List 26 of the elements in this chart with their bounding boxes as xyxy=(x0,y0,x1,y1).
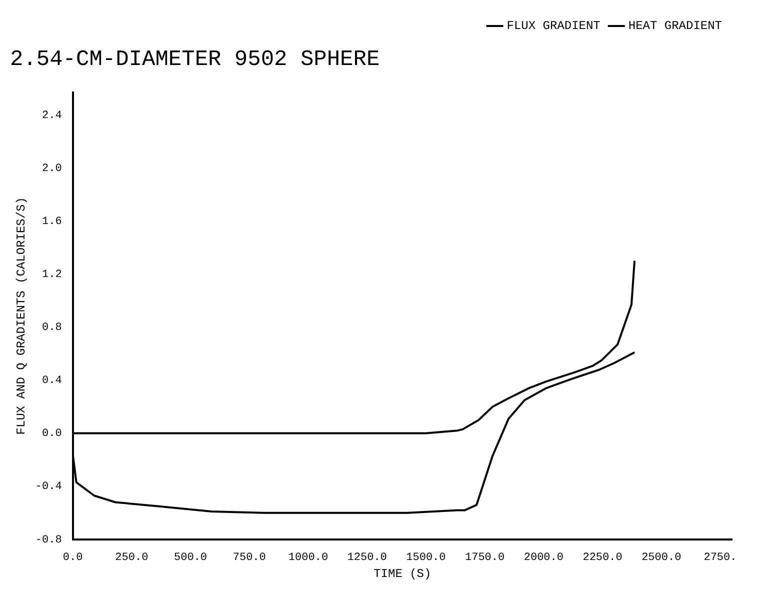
y-tick-label: -0.4 xyxy=(35,481,62,494)
y-tick-label: 2.0 xyxy=(42,162,62,175)
x-tick-label: 2500.0 xyxy=(642,552,682,564)
y-axis-title: FLUX AND Q GRADIENTS (CALORIES/S) xyxy=(14,197,28,435)
legend-label: FLUX GRADIENT xyxy=(506,19,600,34)
y-tick-label: 0.0 xyxy=(42,428,62,440)
y-tick-label: -0.8 xyxy=(35,534,62,546)
y-tick-label: 1.6 xyxy=(42,216,62,228)
y-tick-label: 1.2 xyxy=(42,269,62,282)
y-tick-label: 0.8 xyxy=(42,322,62,334)
x-tick-label: 2250.0 xyxy=(582,552,622,564)
legend-label: HEAT GRADIENT xyxy=(628,19,722,34)
x-tick-label: 750.0 xyxy=(232,552,266,564)
x-tick-label: 2750. xyxy=(704,552,737,564)
x-tick-label: 1750.0 xyxy=(464,552,505,564)
x-tick-label: 250.0 xyxy=(115,552,148,564)
x-tick-label: 2000.0 xyxy=(524,552,564,564)
x-tick-label: 1500.0 xyxy=(406,552,446,564)
x-tick-label: 1000.0 xyxy=(288,552,328,564)
x-tick-label: 500.0 xyxy=(174,552,208,564)
chart-title: 2.54-CM-DIAMETER 9502 SPHERE xyxy=(10,47,380,72)
x-axis-title: TIME (S) xyxy=(374,566,432,581)
x-tick-label: 1250.0 xyxy=(347,552,387,564)
y-tick-label: 0.4 xyxy=(42,375,62,388)
x-tick-label: 0.0 xyxy=(62,552,83,564)
y-tick-label: 2.4 xyxy=(42,110,62,122)
